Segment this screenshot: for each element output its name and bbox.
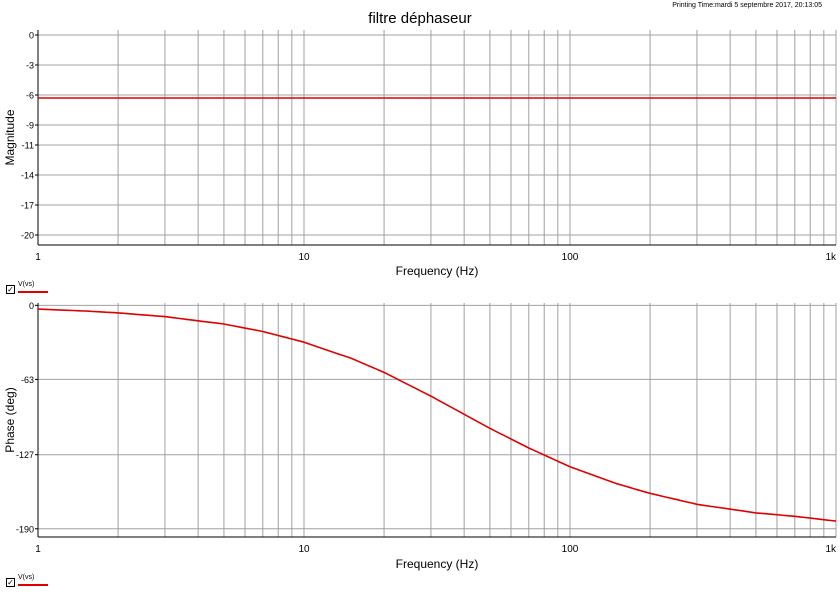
legend-checkbox-magnitude[interactable]: ✓	[6, 285, 15, 294]
magnitude-legend[interactable]: ✓ V(vs)	[6, 281, 48, 294]
phase-y-axis-label: Phase (deg)	[3, 387, 17, 452]
phase-y-tick-label: -63	[21, 375, 34, 385]
magnitude-y-tick-label: -9	[26, 121, 34, 131]
magnitude-y-tick-label: -17	[21, 201, 34, 211]
magnitude-y-tick-label: 0	[29, 31, 34, 41]
phase-x-axis-label: Frequency (Hz)	[396, 557, 479, 571]
magnitude-y-tick-label: -14	[21, 171, 34, 181]
magnitude-y-axis-label: Magnitude	[3, 109, 17, 165]
magnitude-x-axis-label: Frequency (Hz)	[396, 264, 479, 278]
legend-entry-phase: V(vs)	[18, 574, 48, 586]
phase-legend[interactable]: ✓ V(vs)	[6, 574, 48, 587]
magnitude-y-tick-label: -3	[26, 61, 34, 71]
legend-checkbox-phase[interactable]: ✓	[6, 578, 15, 587]
chart-title: filtre déphaseur	[368, 10, 472, 27]
phase-y-tick-label: -127	[16, 450, 34, 460]
magnitude-x-tick-label: 1k	[825, 252, 837, 263]
phase-x-tick-label: 1	[35, 544, 41, 555]
phase-x-tick-label: 100	[562, 544, 579, 555]
phase-x-tick-label: 1k	[825, 544, 837, 555]
magnitude-y-tick-label: -6	[26, 91, 34, 101]
legend-entry-magnitude: V(vs)	[18, 281, 48, 293]
phase-y-tick-label: -190	[16, 524, 34, 534]
magnitude-y-tick-label: -20	[21, 231, 34, 241]
phase-y-tick-label: 0	[29, 301, 34, 311]
magnitude-x-tick-label: 100	[562, 252, 579, 263]
printing-time: Printing Time:mardi 5 septembre 2017, 20…	[672, 2, 822, 9]
phase-series-line	[37, 308, 837, 522]
magnitude-panel: 0 -3 -6 -9 -11 -14 -17 -20 1 10 100 1k Frequency (Hz…	[3, 30, 837, 278]
phase-x-tick-label: 10	[298, 544, 310, 555]
magnitude-x-tick-label: 10	[298, 252, 310, 263]
magnitude-x-tick-label: 1	[35, 252, 41, 263]
magnitude-y-tick-label: -11	[22, 141, 34, 151]
